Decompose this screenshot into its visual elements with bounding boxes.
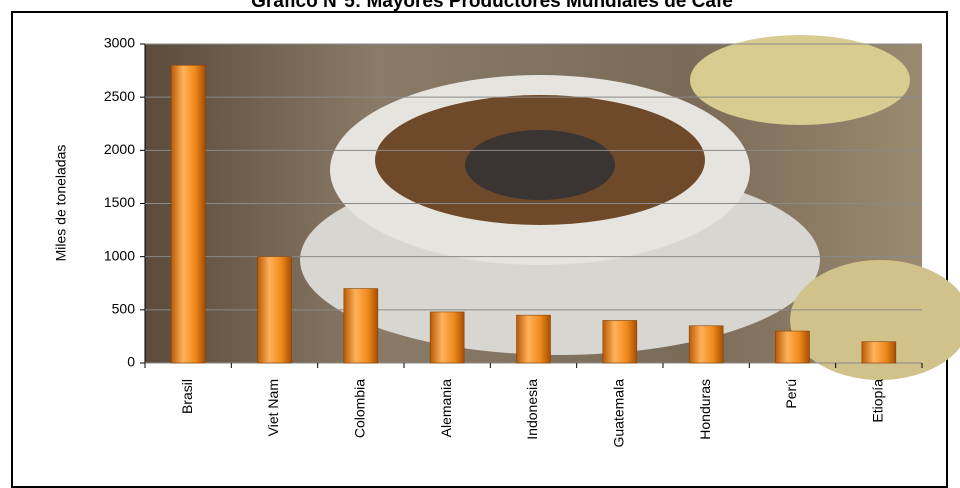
- bar: [516, 314, 551, 364]
- x-tick-label: Guatemala: [611, 379, 627, 448]
- bar: [775, 330, 810, 364]
- y-tick-label: 2500: [104, 88, 135, 104]
- bar: [429, 311, 465, 364]
- chart-title: Gráfico N°5: Mayores Productores Mundial…: [251, 0, 733, 12]
- bar: [861, 341, 897, 364]
- y-tick-label: 1500: [104, 194, 135, 210]
- bar: [170, 64, 206, 364]
- y-tick-label: 0: [127, 354, 135, 370]
- y-tick-label: 1000: [104, 247, 135, 263]
- x-tick-label: Alemania: [438, 379, 454, 438]
- bar: [602, 320, 638, 364]
- bar: [688, 325, 724, 364]
- bar: [343, 288, 379, 364]
- x-tick-label: Indonesia: [524, 379, 540, 440]
- y-tick-label: 2000: [104, 141, 135, 157]
- x-tick-label: Brasil: [179, 379, 195, 414]
- y-axis-label: Miles de toneladas: [53, 145, 69, 262]
- x-tick-label: Honduras: [697, 379, 713, 440]
- x-tick-label: Colombia: [352, 379, 368, 438]
- x-tick-label: Etiopía: [870, 379, 886, 423]
- x-tick-label: Perú: [783, 379, 799, 409]
- y-tick-label: 3000: [104, 35, 135, 51]
- x-tick-label: Viet Nam: [265, 379, 281, 436]
- y-tick-label: 500: [112, 301, 136, 317]
- bar: [257, 256, 292, 364]
